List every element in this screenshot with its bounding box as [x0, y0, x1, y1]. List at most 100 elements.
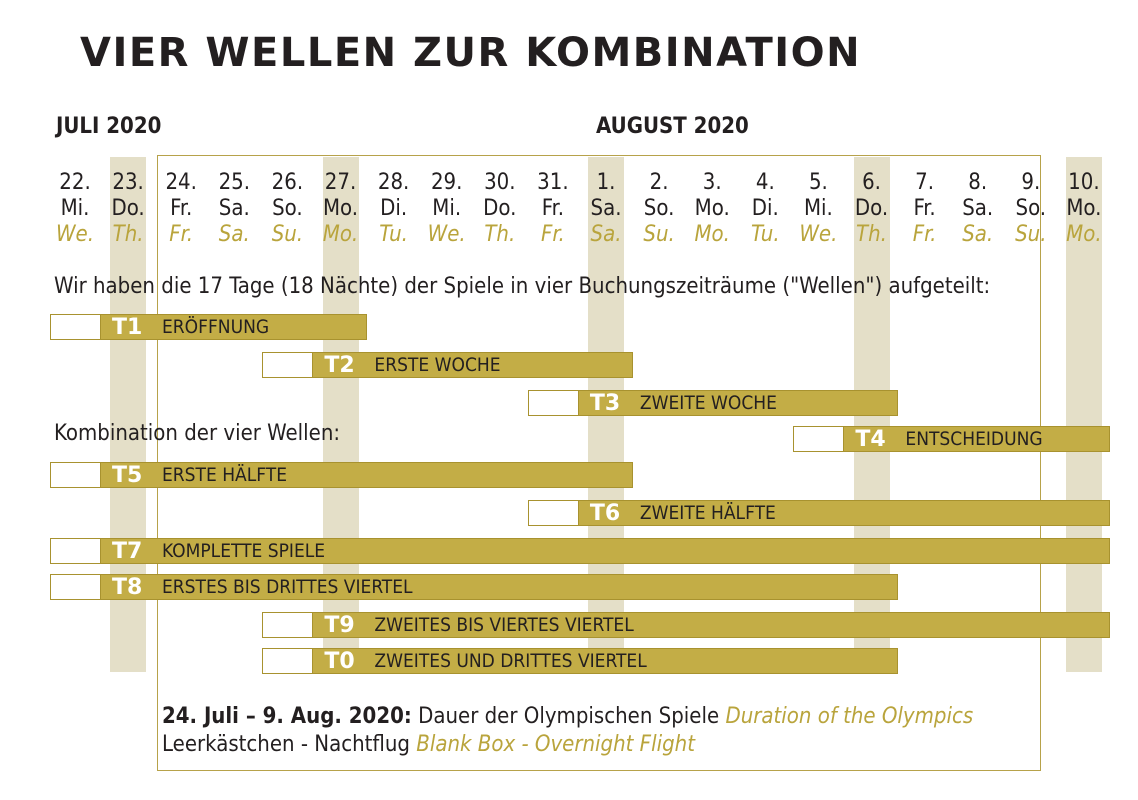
wave-fill: [312, 648, 899, 674]
weekday-en: Sa.: [218, 222, 250, 247]
overnight-flight-box: [262, 352, 314, 378]
wave-label: KOMPLETTE SPIELE: [162, 540, 326, 562]
day-column: 28. Di. Tu.: [364, 170, 424, 248]
day-column: 10. Mo. Mo.: [1054, 170, 1114, 248]
month-label: AUGUST 2020: [596, 114, 749, 139]
day-number: 23.: [112, 170, 144, 195]
day-number: 28.: [377, 170, 410, 195]
wave-fill: [100, 574, 899, 600]
day-number: 4.: [755, 170, 775, 195]
duration-label-en: Duration of the Olympics: [725, 704, 974, 729]
page-title: VIER WELLEN ZUR KOMBINATION: [80, 30, 862, 76]
wave-code: T7: [112, 539, 143, 564]
wave-bar: T3 ZWEITE WOCHE: [527, 390, 899, 416]
weekday-en: Su.: [1015, 222, 1047, 247]
weekday-de: Fr.: [541, 196, 564, 221]
weekday-en: Fr.: [912, 222, 937, 247]
day-number: 29.: [430, 170, 463, 195]
day-number: 2.: [649, 170, 669, 195]
wave-fill: [100, 462, 633, 488]
weekday-en: Sa.: [962, 222, 994, 247]
day-column: 1. Sa. Sa.: [576, 170, 636, 248]
weekday-de: Di.: [751, 196, 779, 221]
weekday-en: Su.: [271, 222, 304, 247]
overnight-flight-box: [262, 612, 314, 638]
wave-code: T1: [112, 315, 143, 340]
wave-bar: T8 ERSTES BIS DRITTES VIERTEL: [50, 574, 899, 600]
wave-code: T5: [112, 463, 143, 488]
weekday-de: Fr.: [170, 196, 193, 221]
overnight-flight-box: [527, 500, 579, 526]
blank-box-label-de: Leerkästchen - Nachtflug: [162, 732, 410, 757]
weekday-de: Mi.: [432, 196, 462, 221]
wave-label: ZWEITE WOCHE: [639, 392, 777, 414]
wave-fill: [100, 314, 368, 340]
day-number: 26.: [271, 170, 304, 195]
weekday-en: Mo.: [322, 222, 359, 247]
overnight-flight-box: [50, 574, 101, 600]
weekday-de: Mo.: [1066, 196, 1102, 221]
weekday-en: We.: [799, 222, 838, 247]
weekday-en: Th.: [484, 222, 516, 247]
day-number: 7.: [915, 170, 935, 195]
wave-bar: T4 ENTSCHEIDUNG: [793, 426, 1111, 452]
wave-label: ZWEITES BIS VIERTES VIERTEL: [374, 614, 634, 636]
wave-bar: T2 ERSTE WOCHE: [262, 352, 633, 378]
wave-label: ERÖFFNUNG: [162, 316, 270, 338]
wave-label: ERSTE WOCHE: [374, 354, 501, 376]
overnight-flight-box: [50, 314, 101, 340]
weekday-de: Mo.: [694, 196, 730, 221]
wave-code: T2: [324, 353, 355, 378]
wave-bar: T5 ERSTE HÄLFTE: [50, 462, 633, 488]
day-column: 30. Do. Th.: [470, 170, 530, 248]
weekday-en: Sa.: [590, 222, 622, 247]
day-column: 25. Sa. Sa.: [204, 170, 264, 248]
weekday-de: Sa.: [590, 196, 622, 221]
wave-code: T9: [324, 613, 355, 638]
day-number: 3.: [702, 170, 722, 195]
wave-label: ERSTES BIS DRITTES VIERTEL: [162, 576, 413, 598]
month-label: JULI 2020: [56, 114, 162, 139]
day-column: 22. Mi. We.: [45, 170, 105, 248]
footer-line-1: 24. Juli – 9. Aug. 2020: Dauer der Olymp…: [162, 704, 973, 729]
day-number: 5.: [808, 170, 828, 195]
day-column: 26. So. Su.: [257, 170, 317, 248]
wave-label: ENTSCHEIDUNG: [905, 428, 1043, 450]
weekday-en: Mo.: [1066, 222, 1102, 247]
day-column: 2. So. Su.: [629, 170, 689, 248]
wave-code: T3: [589, 391, 621, 416]
day-number: 30.: [484, 170, 516, 195]
weekday-en: Tu.: [379, 222, 408, 247]
wave-bar: T1 ERÖFFNUNG: [50, 314, 368, 340]
weekday-en: Th.: [112, 222, 144, 247]
weekday-de: Mi.: [803, 196, 833, 221]
weekday-de: Sa.: [218, 196, 250, 221]
intro-text: Wir haben die 17 Tage (18 Nächte) der Sp…: [54, 274, 991, 299]
wave-code: T0: [324, 649, 355, 674]
weekday-de: So.: [272, 196, 303, 221]
day-number: 1.: [596, 170, 616, 195]
weekday-en: We.: [55, 222, 95, 247]
weekday-de: Do.: [111, 196, 145, 221]
wave-bar: T9 ZWEITES BIS VIERTES VIERTEL: [262, 612, 1111, 638]
day-column: 27. Mo. Mo.: [311, 170, 371, 248]
wave-code: T8: [112, 575, 143, 600]
weekday-de: Mo.: [322, 196, 359, 221]
wave-bar: T0 ZWEITES UND DRITTES VIERTEL: [262, 648, 899, 674]
overnight-flight-box: [50, 462, 101, 488]
day-number: 10.: [1068, 170, 1100, 195]
day-number: 24.: [165, 170, 197, 195]
wave-code: T6: [589, 501, 621, 526]
overnight-flight-box: [527, 390, 579, 416]
duration-label-de: Dauer der Olympischen Spiele: [418, 704, 720, 729]
weekday-en: Th.: [856, 222, 887, 247]
day-number: 27.: [324, 170, 357, 195]
wave-bar: T7 KOMPLETTE SPIELE: [50, 538, 1111, 564]
weekday-de: Di.: [380, 196, 408, 221]
weekday-de: Fr.: [913, 196, 936, 221]
day-number: 6.: [862, 170, 881, 195]
weekday-de: So.: [1015, 196, 1047, 221]
day-column: 6. Do. Th.: [842, 170, 902, 248]
day-column: 7. Fr. Fr.: [895, 170, 955, 248]
